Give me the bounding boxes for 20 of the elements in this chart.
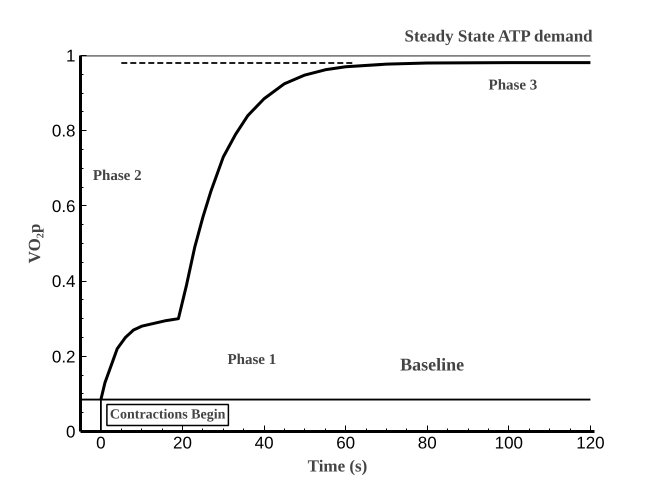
x-tick-label: 0 <box>96 434 106 452</box>
x-tick-label: 40 <box>254 434 274 452</box>
y-tick-label: 0.8 <box>52 122 76 141</box>
x-tick-label: 20 <box>173 434 192 452</box>
x-axis-title: Time (s) <box>308 456 368 476</box>
annotation: Phase 1 <box>227 352 276 368</box>
ref-line-label: Steady State ATP demand <box>404 26 594 46</box>
ref-line-label: Contractions Begin <box>110 408 226 422</box>
x-tick-label: 100 <box>494 434 524 452</box>
x-tick-label: 80 <box>418 434 437 452</box>
annotation: Phase 3 <box>488 78 538 94</box>
y-tick-label: 0.6 <box>52 196 76 216</box>
annotation: Phase 2 <box>92 168 142 184</box>
x-tick-label: 60 <box>336 434 356 452</box>
ref-line-label: Baseline <box>400 354 464 375</box>
y-axis-title: VO₂p <box>24 224 44 264</box>
x-tick-label: 120 <box>576 434 605 452</box>
y-tick-label: 1 <box>66 46 76 66</box>
y-tick-label: 0.2 <box>52 347 76 366</box>
y-tick-label: 0.4 <box>52 272 76 292</box>
